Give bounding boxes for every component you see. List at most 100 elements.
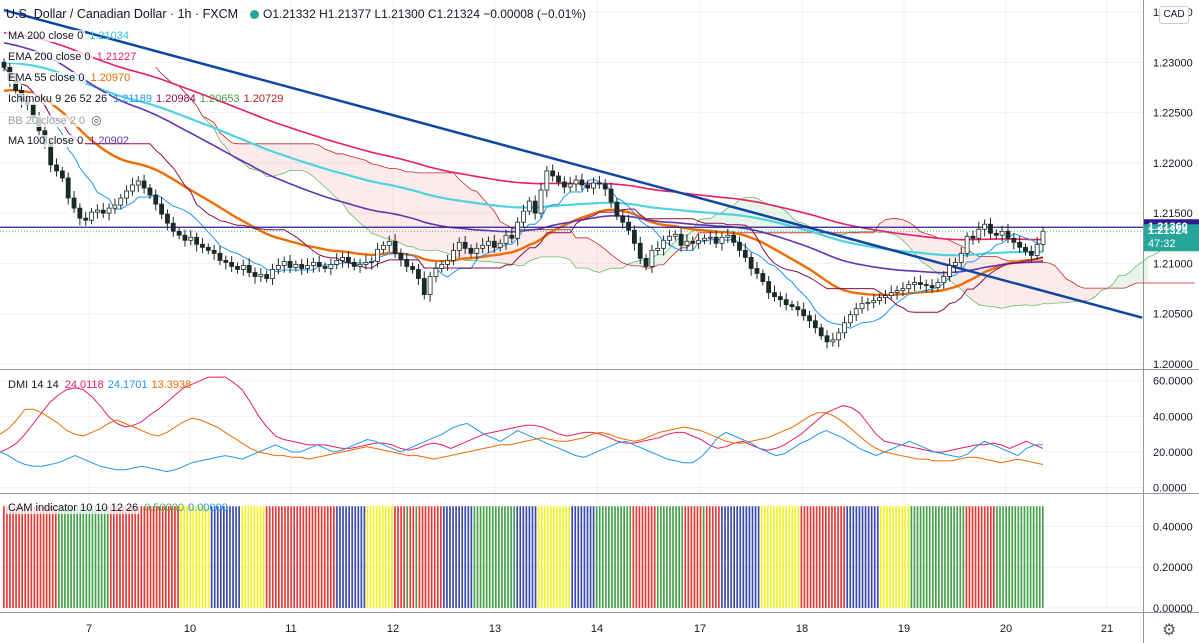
indicator-legend-row[interactable]: BB 20 close 2 0 ◎ (6, 113, 106, 128)
cam-bar (595, 506, 598, 608)
cam-bar (12, 506, 14, 608)
cloud-segment (278, 143, 285, 175)
cam-bar (916, 506, 919, 608)
candle (416, 263, 421, 285)
cam-bar (1020, 506, 1023, 608)
candle (480, 238, 486, 254)
candle-up (707, 236, 713, 239)
candle-down (923, 284, 929, 286)
cam-bar (537, 506, 540, 608)
indicator-legend-row[interactable]: MA 200 close 0 1.21034 (6, 29, 133, 43)
candle (258, 268, 264, 283)
candle (316, 255, 322, 273)
cam-bar (305, 506, 308, 608)
candle (929, 279, 935, 294)
indicator-legend-row[interactable]: Ichimoku 9 26 52 26 1.21189 1.20984 1.20653… (6, 92, 287, 106)
indicator-legend-row[interactable]: EMA 200 close 0 1.21227 (6, 50, 140, 64)
cam-bar (1038, 506, 1041, 608)
cam-bar (730, 506, 732, 608)
candle-up (649, 249, 655, 267)
candle (596, 175, 602, 189)
symbol-title[interactable]: U.S. Dollar / Canadian Dollar · 1h · FXC… (6, 7, 239, 21)
candle (439, 260, 445, 273)
indicator-legend-row[interactable]: EMA 55 close 0 1.20970 (6, 71, 134, 85)
indicator-legend-row[interactable]: CAM indicator 10 10 12 26 0.50000 0.00000 (6, 501, 232, 515)
cam-bar (635, 506, 638, 608)
cam-bar (476, 506, 479, 608)
candle (918, 275, 923, 290)
cloud-segment (616, 258, 623, 269)
candle (147, 183, 153, 200)
cam-bar (131, 506, 134, 608)
cloud-segment (290, 143, 296, 171)
candle (100, 202, 106, 218)
gear-icon[interactable]: ⚙ (1162, 622, 1177, 639)
cam-bar (751, 506, 754, 608)
cam-bar (406, 506, 409, 608)
cam-bar (788, 506, 791, 608)
candle (900, 282, 906, 297)
time-tick-label: 21 (1101, 623, 1113, 635)
cam-bar (980, 506, 983, 608)
indicator-legend-row[interactable]: DMI 14 14 24.0118 24.1701 13.3938 (6, 378, 195, 392)
candle-up (894, 290, 900, 293)
cam-bar (760, 506, 763, 608)
cam-bar (345, 506, 347, 608)
candle-down (737, 241, 742, 251)
cam-bar (745, 506, 748, 608)
candle-down (83, 217, 89, 221)
cam-bar (378, 506, 381, 608)
candle-down (970, 235, 976, 239)
candle-down (100, 209, 106, 214)
cam-bar (33, 506, 36, 608)
candle-up (871, 300, 877, 304)
cam-bar (293, 506, 295, 608)
cam-bar (504, 506, 506, 608)
cam-bar (177, 506, 179, 608)
time-tick-label: 11 (285, 623, 296, 635)
candle (1040, 226, 1046, 252)
cam-bar (256, 506, 259, 608)
cam-bar (164, 506, 167, 608)
cloud-segment (972, 253, 979, 305)
indicator-value: 1.21227 (96, 51, 137, 63)
candle (632, 225, 637, 251)
candle (398, 248, 404, 267)
cam-bar (51, 506, 54, 608)
cam-bar (253, 506, 256, 608)
candle-up (293, 264, 299, 268)
candle (690, 236, 696, 251)
cam-bar (748, 506, 751, 608)
candle-down (643, 258, 649, 267)
candle-up (982, 223, 988, 230)
candle-up (106, 207, 112, 214)
cam-bar (106, 506, 109, 608)
cam-bar (843, 506, 846, 608)
cam-bar (849, 506, 852, 608)
cloud-segment (301, 143, 308, 173)
candle (130, 177, 135, 196)
hline-price-tag: 1.21360 (1148, 221, 1188, 234)
currency-badge[interactable]: CAD (1159, 6, 1189, 24)
hidden-eye-icon[interactable]: ◎ (91, 113, 102, 127)
candle-down (754, 268, 760, 274)
candle-up (118, 197, 124, 206)
cam-bar (403, 506, 405, 608)
candle-up (275, 265, 281, 270)
cam-bar (354, 506, 357, 608)
indicator-legend-row[interactable]: MA 100 close 0 1.20902 (6, 134, 133, 148)
candle (538, 182, 544, 218)
cam-bar (149, 506, 152, 608)
candle-up (258, 274, 264, 277)
cam-bar (586, 506, 589, 608)
candle (497, 239, 503, 252)
cam-bar (18, 506, 20, 608)
cloud-segment (1025, 260, 1032, 306)
candle (270, 263, 275, 285)
candle (923, 279, 929, 293)
cloud-segment (570, 229, 577, 268)
candle (672, 230, 678, 241)
candle (532, 195, 538, 220)
cam-bar (907, 506, 910, 608)
